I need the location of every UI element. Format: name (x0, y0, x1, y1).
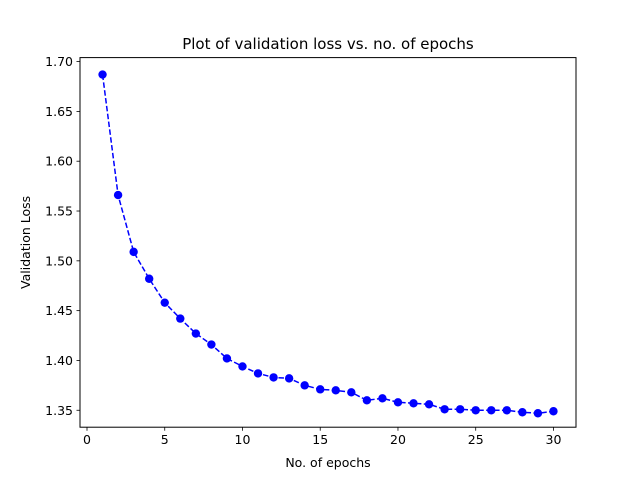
data-point-epoch-17 (347, 388, 356, 397)
series-layer (98, 70, 558, 418)
x-axis-ticks: 0 5 10 15 20 25 30 (83, 427, 561, 447)
y-tick-label: 1.70 (45, 54, 73, 69)
axes-frame (79, 57, 577, 428)
x-tick-label: 25 (468, 432, 484, 447)
y-tick-label: 1.40 (45, 353, 73, 368)
data-point-epoch-14 (300, 381, 309, 390)
data-point-epoch-3 (129, 247, 138, 257)
data-point-epoch-18 (362, 396, 372, 405)
data-point-epoch-2 (113, 190, 123, 200)
data-point-epoch-10 (238, 362, 247, 371)
data-point-epoch-11 (253, 369, 263, 378)
x-tick-label: 20 (390, 432, 406, 447)
data-point-epoch-13 (284, 374, 294, 383)
data-point-epoch-27 (502, 406, 512, 415)
plot-area (80, 57, 576, 428)
data-point-epoch-19 (378, 394, 387, 403)
y-tick-label: 1.35 (45, 403, 73, 418)
x-tick-label: 0 (83, 432, 91, 447)
data-point-epoch-1 (98, 70, 107, 79)
y-axis-label: Validation Loss (18, 196, 33, 289)
data-point-epoch-20 (393, 398, 403, 407)
chart-title: Plot of validation loss vs. no. of epoch… (182, 35, 474, 53)
data-point-epoch-16 (331, 386, 340, 395)
data-point-epoch-22 (424, 400, 434, 409)
data-point-epoch-26 (487, 406, 496, 415)
data-point-epoch-28 (518, 408, 527, 417)
data-point-epoch-4 (144, 274, 154, 283)
x-axis-label: No. of epochs (285, 455, 370, 470)
x-tick-label: 10 (235, 432, 251, 447)
x-tick-label: 15 (312, 432, 328, 447)
data-point-epoch-21 (409, 399, 418, 408)
data-point-epoch-25 (471, 406, 480, 415)
data-point-epoch-23 (440, 405, 449, 414)
y-tick-label: 1.55 (45, 204, 73, 219)
data-point-epoch-6 (176, 314, 185, 323)
data-point-epoch-5 (160, 298, 169, 307)
data-point-epoch-9 (222, 354, 232, 363)
y-tick-label: 1.45 (45, 303, 73, 318)
y-tick-label: 1.60 (45, 154, 73, 169)
data-point-epoch-7 (191, 329, 201, 338)
data-point-epoch-8 (207, 340, 216, 349)
data-point-epoch-24 (455, 405, 465, 414)
x-tick-label: 30 (546, 432, 562, 447)
data-point-epoch-29 (533, 409, 543, 418)
x-tick-label: 5 (161, 432, 169, 447)
data-point-epoch-30 (549, 407, 558, 416)
data-point-epoch-15 (316, 385, 325, 394)
y-tick-label: 1.65 (45, 104, 73, 119)
y-tick-label: 1.50 (45, 253, 73, 268)
y-axis-ticks: 1.35 1.40 1.45 1.50 1.55 1.60 1.65 1.70 (45, 54, 80, 418)
data-point-epoch-12 (269, 373, 278, 382)
